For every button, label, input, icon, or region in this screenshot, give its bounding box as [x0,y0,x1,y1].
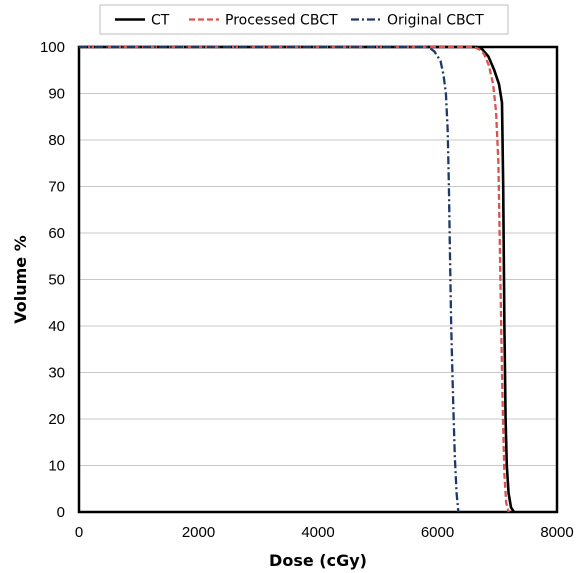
x-tick-label: 4000 [301,524,334,541]
x-axis-title: Dose (cGy) [269,551,367,570]
legend-box [99,4,509,35]
series-line-ct [79,45,516,513]
x-tick-label: 0 [75,524,83,541]
legend-label-ct: CT [151,13,170,29]
y-tick-label: 60 [48,225,65,242]
y-tick-label: 40 [48,318,65,335]
legend-label-original-cbct: Original CBCT [387,13,484,29]
y-tick-label: 30 [48,365,65,382]
legend-label-processed-cbct: Processed CBCT [225,13,338,29]
legend: CT Processed CBCT Original CBCT [99,4,509,35]
series-layer [79,45,516,513]
y-tick-label: 20 [48,411,65,428]
y-tick-label: 70 [48,179,65,196]
x-tick-label: 8000 [540,524,573,541]
y-tick-label: 0 [57,504,65,521]
y-axis-title: Volume % [11,235,30,324]
series-line-processed-cbct [79,45,510,513]
y-tick-label: 100 [40,39,65,56]
y-tick-label: 10 [48,458,65,475]
tick-labels: 0 10 20 30 40 50 60 70 80 90 100 0 2000 4000 6000 8000 [40,39,574,541]
y-tick-label: 50 [48,272,65,289]
series-line-original-cbct [79,45,460,513]
gridlines [79,93,557,466]
y-tick-label: 90 [48,86,65,103]
x-tick-label: 2000 [182,524,215,541]
y-tick-label: 80 [48,132,65,149]
x-tick-label: 6000 [421,524,454,541]
